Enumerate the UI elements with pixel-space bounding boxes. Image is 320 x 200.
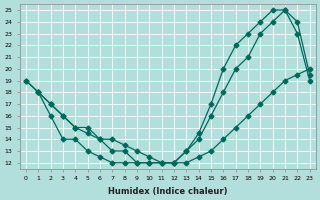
- X-axis label: Humidex (Indice chaleur): Humidex (Indice chaleur): [108, 187, 228, 196]
